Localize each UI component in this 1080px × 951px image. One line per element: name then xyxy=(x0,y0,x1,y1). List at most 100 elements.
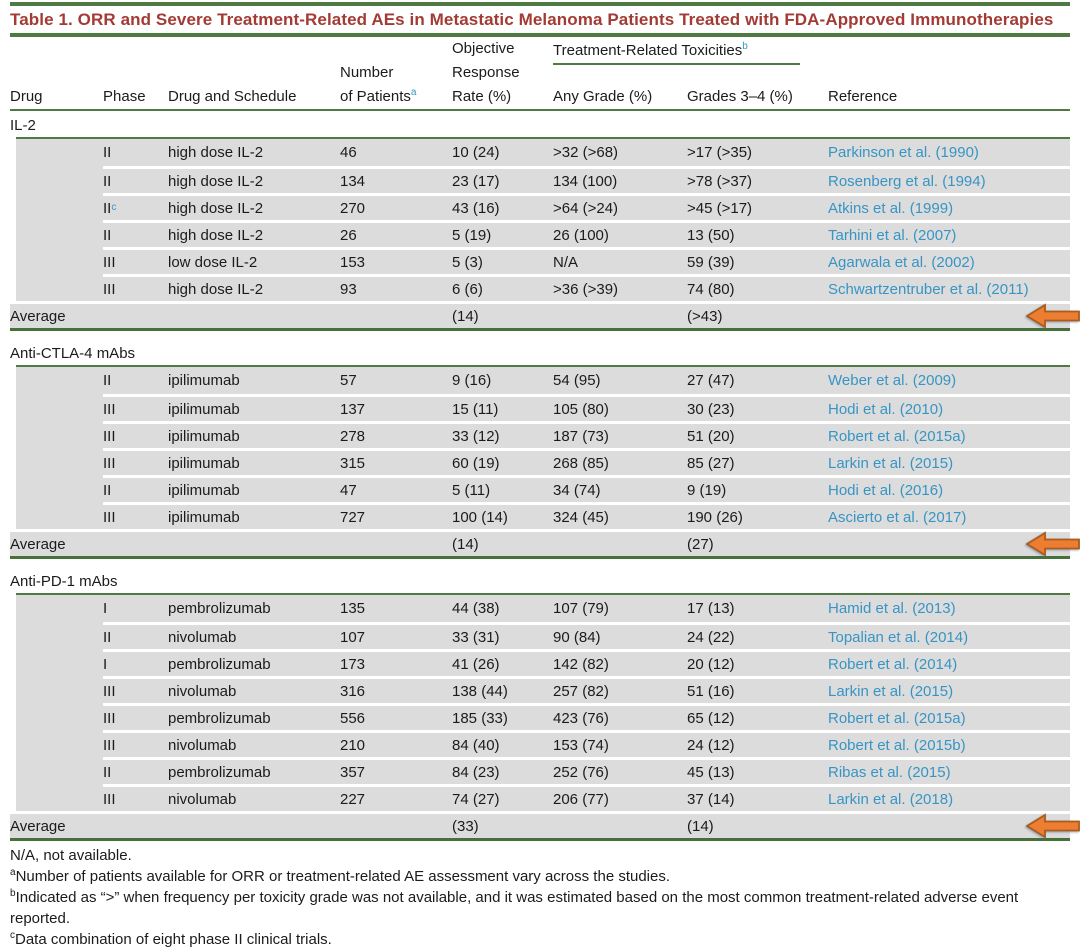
reference-cell[interactable]: Robert et al. (2015b) xyxy=(828,730,1070,757)
reference-cell[interactable]: Larkin et al. (2015) xyxy=(828,676,1070,703)
reference-cell[interactable]: Robert et al. (2014) xyxy=(828,649,1070,676)
patients-cell: 93 xyxy=(340,274,452,301)
reference-cell[interactable]: Rosenberg et al. (1994) xyxy=(828,166,1070,193)
orr-cell: 5 (19) xyxy=(452,220,553,247)
header-objective-response-rate: Objective Response Rate (%) xyxy=(452,40,520,105)
orr-cell: 23 (17) xyxy=(452,166,553,193)
table-title-text: Table 1. ORR and Severe Treatment-Relate… xyxy=(10,9,1054,29)
reference-cell[interactable]: Larkin et al. (2015) xyxy=(828,448,1070,475)
reference-cell[interactable]: Ascierto et al. (2017) xyxy=(828,502,1070,529)
patients-cell: 107 xyxy=(340,622,452,649)
drug-cell xyxy=(16,475,103,502)
table-row: II high dose IL-2 46 10 (24) >32 (>68) >17 (>… xyxy=(16,139,1070,166)
orr-cell: 60 (19) xyxy=(452,448,553,475)
patients-cell: 727 xyxy=(340,502,452,529)
any-grade-cell: 257 (82) xyxy=(553,676,687,703)
patients-cell: 556 xyxy=(340,703,452,730)
average-grades34-value: (14) xyxy=(687,817,714,835)
any-grade-cell: 268 (85) xyxy=(553,448,687,475)
phase-cell: II xyxy=(103,166,168,193)
any-grade-cell: 105 (80) xyxy=(553,394,687,421)
patients-cell: 153 xyxy=(340,247,452,274)
reference-cell[interactable]: Topalian et al. (2014) xyxy=(828,622,1070,649)
footnote-marker-a: a xyxy=(410,87,417,98)
table-row: II ipilimumab 47 5 (11) 34 (74) 9 (19) Hodi et… xyxy=(16,475,1070,502)
reference-cell[interactable]: Ribas et al. (2015) xyxy=(828,757,1070,784)
orr-cell: 185 (33) xyxy=(452,703,553,730)
reference-cell[interactable]: Tarhini et al. (2007) xyxy=(828,220,1070,247)
reference-cell[interactable]: Larkin et al. (2018) xyxy=(828,784,1070,811)
phase-cell: III xyxy=(103,274,168,301)
grades34-cell: 30 (23) xyxy=(687,394,828,421)
phase-cell: III xyxy=(103,502,168,529)
header-grades-3-4: Grades 3–4 (%) xyxy=(687,88,793,105)
schedule-cell: nivolumab xyxy=(168,730,340,757)
reference-cell[interactable]: Parkinson et al. (1990) xyxy=(828,139,1070,166)
schedule-cell: high dose IL-2 xyxy=(168,193,340,220)
phase-cell: I xyxy=(103,595,168,622)
reference-cell[interactable]: Hodi et al. (2010) xyxy=(828,394,1070,421)
orr-cell: 74 (27) xyxy=(452,784,553,811)
reference-cell[interactable]: Schwartzentruber et al. (2011) xyxy=(828,274,1070,301)
drug-cell xyxy=(16,247,103,274)
orr-cell: 33 (31) xyxy=(452,622,553,649)
section-rows-anti-ctla4: II ipilimumab 57 9 (16) 54 (95) 27 (47) Weber … xyxy=(10,367,1070,529)
reference-cell[interactable]: Hodi et al. (2016) xyxy=(828,475,1070,502)
table-row: II high dose IL-2 26 5 (19) 26 (100) 13 (50) T… xyxy=(16,220,1070,247)
grades34-cell: >45 (>17) xyxy=(687,193,828,220)
grades34-cell: 24 (22) xyxy=(687,622,828,649)
schedule-cell: pembrolizumab xyxy=(168,595,340,622)
table-header: Drug Phase Drug and Schedule Number of P… xyxy=(10,37,1070,109)
table-row: III pembrolizumab 556 185 (33) 423 (76) 65 (1… xyxy=(16,703,1070,730)
schedule-cell: high dose IL-2 xyxy=(168,139,340,166)
drug-cell xyxy=(16,730,103,757)
section-rows-il2: II high dose IL-2 46 10 (24) >32 (>68) >17 (>… xyxy=(10,139,1070,301)
phase-cell: III xyxy=(103,676,168,703)
orr-cell: 100 (14) xyxy=(452,502,553,529)
schedule-cell: high dose IL-2 xyxy=(168,220,340,247)
grades34-cell: 51 (20) xyxy=(687,421,828,448)
reference-cell[interactable]: Atkins et al. (1999) xyxy=(828,193,1070,220)
patients-cell: 26 xyxy=(340,220,452,247)
grades34-cell: 85 (27) xyxy=(687,448,828,475)
drug-cell xyxy=(16,622,103,649)
any-grade-cell: N/A xyxy=(553,247,687,274)
grades34-cell: 20 (12) xyxy=(687,649,828,676)
grades34-cell: 24 (12) xyxy=(687,730,828,757)
average-row-il2: Average (14) (>43) xyxy=(10,301,1080,329)
orr-cell: 15 (11) xyxy=(452,394,553,421)
section-bottom-divider xyxy=(10,556,1070,559)
header-divider xyxy=(10,109,1070,111)
any-grade-cell: 142 (82) xyxy=(553,649,687,676)
drug-cell xyxy=(16,649,103,676)
reference-cell[interactable]: Weber et al. (2009) xyxy=(828,367,1070,394)
phase-cell: II xyxy=(103,475,168,502)
any-grade-cell: 54 (95) xyxy=(553,367,687,394)
footnote-c: cData combination of eight phase II clin… xyxy=(10,930,332,949)
phase-cell: II xyxy=(103,220,168,247)
schedule-cell: pembrolizumab xyxy=(168,703,340,730)
phase-cell: III xyxy=(103,448,168,475)
section-bottom-divider xyxy=(10,328,1070,331)
average-grades34-value: (>43) xyxy=(687,307,723,325)
any-grade-cell: 107 (79) xyxy=(553,595,687,622)
title-divider xyxy=(10,33,1070,37)
orr-cell: 5 (11) xyxy=(452,475,553,502)
table-row: III ipilimumab 278 33 (12) 187 (73) 51 (20) Ro… xyxy=(16,421,1070,448)
grades34-cell: 17 (13) xyxy=(687,595,828,622)
average-grades34-value: (27) xyxy=(687,535,714,553)
drug-cell xyxy=(16,193,103,220)
footnote-marker-b: b xyxy=(742,41,748,52)
patients-cell: 278 xyxy=(340,421,452,448)
patients-cell: 57 xyxy=(340,367,452,394)
phase-cell: II xyxy=(103,622,168,649)
reference-cell[interactable]: Robert et al. (2015a) xyxy=(828,421,1070,448)
reference-cell[interactable]: Hamid et al. (2013) xyxy=(828,595,1070,622)
drug-cell xyxy=(16,784,103,811)
average-orr-value: (14) xyxy=(452,535,479,553)
section-top-divider xyxy=(16,593,1070,595)
reference-cell[interactable]: Agarwala et al. (2002) xyxy=(828,247,1070,274)
reference-cell[interactable]: Robert et al. (2015a) xyxy=(828,703,1070,730)
orr-cell: 138 (44) xyxy=(452,676,553,703)
grades34-cell: 9 (19) xyxy=(687,475,828,502)
